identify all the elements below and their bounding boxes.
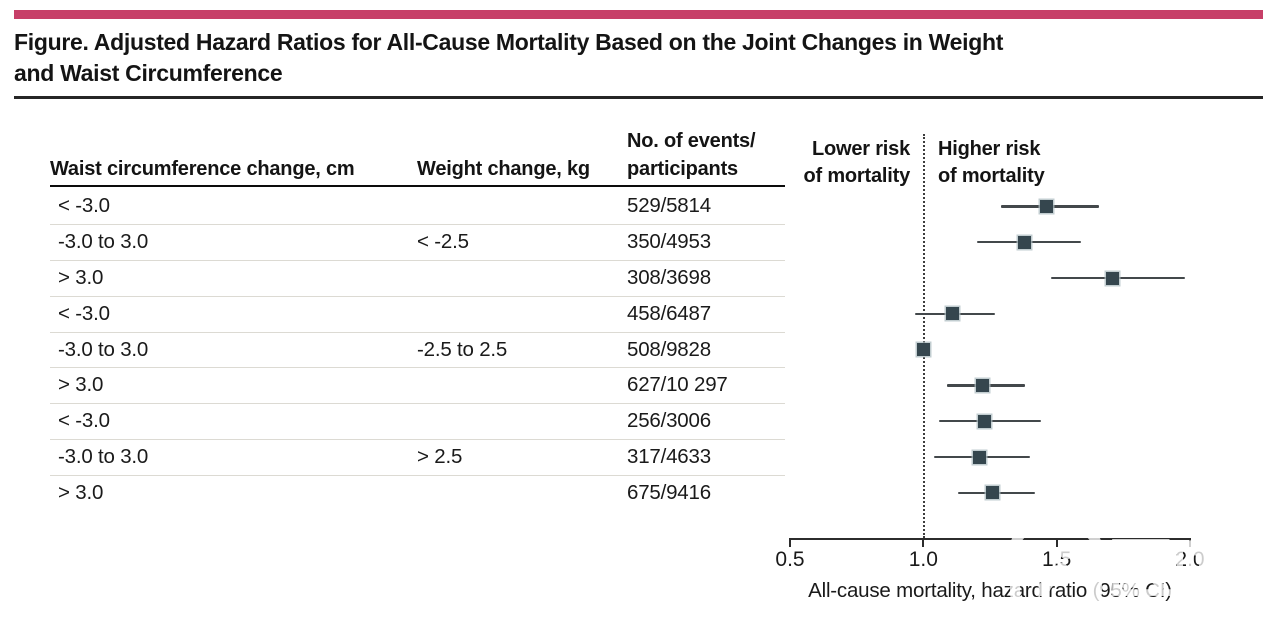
hazard-ratio-marker (1018, 235, 1032, 249)
hazard-ratio-marker (978, 414, 992, 428)
hazard-ratio-marker (975, 378, 989, 392)
cell-waist-change: -3.0 to 3.0 (58, 337, 149, 361)
lower-risk-label-line2: of mortality (803, 165, 911, 187)
cell-events-participants: 675/9416 (627, 480, 711, 504)
lower-risk-label: Lower risk of mortality (798, 136, 911, 190)
table-row: -3.0 to 3.0 -2.5 to 2.5 508/9828 (50, 332, 785, 369)
cell-events-participants: 256/3006 (627, 409, 711, 433)
table-row: > 3.0 308/3698 (50, 260, 785, 297)
cell-weight-change: > 2.5 (417, 444, 463, 468)
cell-waist-change: > 3.0 (58, 480, 104, 504)
hazard-ratio-marker (1106, 271, 1120, 285)
table-row: > 3.0 627/10 297 (50, 368, 785, 405)
higher-risk-label: Higher risk of mortality (938, 136, 1045, 190)
cell-waist-change: < -3.0 (58, 194, 110, 218)
x-axis-tick-label: 0.5 (775, 548, 805, 571)
x-axis-tick-label: 1.5 (1042, 548, 1072, 571)
column-header-waist-change: Waist circumference change, cm (50, 158, 355, 180)
hazard-ratio-marker (946, 307, 960, 321)
table-row: -3.0 to 3.0 > 2.5 317/4633 (50, 439, 785, 476)
hazard-ratio-marker (972, 450, 986, 464)
cell-events-participants: 308/3698 (627, 265, 711, 289)
cell-weight-change: -2.5 to 2.5 (417, 337, 508, 361)
x-axis-tick (789, 538, 791, 547)
lower-risk-label-line1: Lower risk (811, 138, 910, 160)
hazard-ratio-marker (986, 486, 1000, 500)
higher-risk-label-line1: Higher risk (938, 138, 1041, 160)
cell-waist-change: < -3.0 (58, 409, 110, 433)
cell-waist-change: -3.0 to 3.0 (58, 230, 149, 254)
x-axis-tick (1189, 538, 1191, 547)
cell-events-participants: 458/6487 (627, 301, 711, 325)
x-axis-tick-label: 1.0 (908, 548, 938, 571)
higher-risk-label-line2: of mortality (938, 165, 1045, 187)
top-accent-bar (14, 10, 1263, 19)
x-axis-title: All-cause mortality, hazard ratio (95% C… (808, 579, 1172, 602)
cell-events-participants: 350/4953 (627, 230, 711, 254)
hazard-ratio-marker-reference (916, 343, 930, 357)
cell-waist-change: > 3.0 (58, 373, 104, 397)
table-row: > 3.0 675/9416 (50, 475, 785, 511)
figure-title: Figure. Adjusted Hazard Ratios for All-C… (14, 27, 1164, 89)
reference-line-dotted (923, 134, 925, 538)
watermark-subtitle: GROUP (1187, 578, 1265, 597)
cell-waist-change: > 3.0 (58, 265, 104, 289)
table-header-rule (50, 185, 785, 187)
x-axis-tick (1055, 538, 1058, 547)
watermark: 医咖会 GROUP (1005, 516, 1278, 634)
figure-title-line1: Figure. Adjusted Hazard Ratios for All-C… (14, 29, 1004, 55)
column-header-events-line2: participants (627, 158, 738, 180)
cell-events-participants: 317/4633 (627, 444, 711, 468)
table-row: -3.0 to 3.0 < -2.5 350/4953 (50, 224, 785, 262)
cell-waist-change: < -3.0 (58, 301, 110, 325)
figure-title-line2: and Waist Circumference (14, 60, 283, 86)
column-header-weight-change: Weight change, kg (417, 158, 590, 180)
hazard-ratio-marker (1039, 199, 1053, 213)
title-rule (14, 96, 1263, 99)
cell-weight-change: < -2.5 (417, 230, 469, 254)
x-axis-tick-label: 2.0 (1175, 548, 1205, 571)
column-header-events-participants: No. of events/ participants (627, 127, 756, 183)
table-row: < -3.0 256/3006 (50, 403, 785, 441)
cell-waist-change: -3.0 to 3.0 (58, 444, 149, 468)
x-axis-tick (922, 538, 925, 547)
table-row: < -3.0 458/6487 (50, 296, 785, 333)
x-axis-line (790, 538, 1191, 540)
cell-events-participants: 529/5814 (627, 194, 711, 218)
column-header-events-line1: No. of events/ (627, 130, 756, 152)
cell-events-participants: 508/9828 (627, 337, 711, 361)
table-row: < -3.0 529/5814 (50, 189, 785, 226)
cell-events-participants: 627/10 297 (627, 373, 728, 397)
